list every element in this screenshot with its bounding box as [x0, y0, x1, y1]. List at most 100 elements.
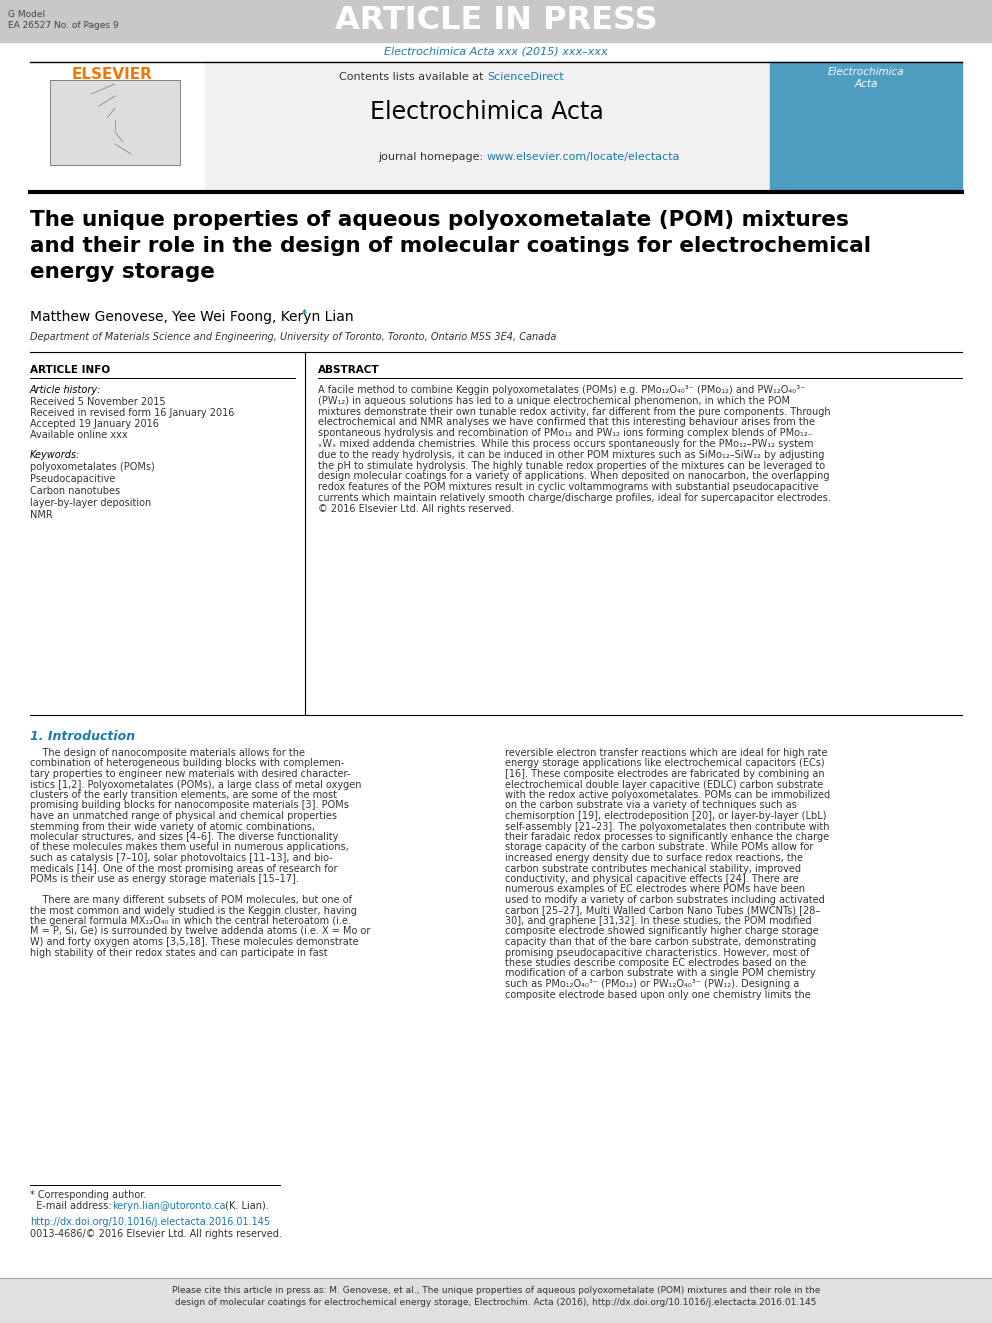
Text: these studies describe composite EC electrodes based on the: these studies describe composite EC elec…: [505, 958, 806, 968]
Text: Electrochimica Acta: Electrochimica Acta: [370, 101, 604, 124]
Text: combination of heterogeneous building blocks with complemen-: combination of heterogeneous building bl…: [30, 758, 344, 769]
Text: their faradaic redox processes to significantly enhance the charge: their faradaic redox processes to signif…: [505, 832, 829, 841]
Text: Carbon nanotubes: Carbon nanotubes: [30, 486, 120, 496]
Text: POMs is their use as energy storage materials [15–17].: POMs is their use as energy storage mate…: [30, 875, 299, 884]
Text: Department of Materials Science and Engineering, University of Toronto, Toronto,: Department of Materials Science and Engi…: [30, 332, 557, 343]
Text: have an unmatched range of physical and chemical properties: have an unmatched range of physical and …: [30, 811, 337, 822]
Text: with the redox active polyoxometalates. POMs can be immobilized: with the redox active polyoxometalates. …: [505, 790, 830, 800]
Bar: [0, 1278, 992, 1323]
Text: energy storage: energy storage: [30, 262, 215, 282]
Text: composite electrode showed significantly higher charge storage: composite electrode showed significantly…: [505, 926, 818, 937]
Text: such as catalysis [7–10], solar photovoltaics [11–13], and bio-: such as catalysis [7–10], solar photovol…: [30, 853, 332, 863]
Text: W) and forty oxygen atoms [3,5,18]. These molecules demonstrate: W) and forty oxygen atoms [3,5,18]. Thes…: [30, 937, 359, 947]
Text: energy storage applications like electrochemical capacitors (ECs): energy storage applications like electro…: [505, 758, 824, 769]
Text: storage capacity of the carbon substrate. While POMs allow for: storage capacity of the carbon substrate…: [505, 843, 813, 852]
Text: Available online xxx: Available online xxx: [30, 430, 128, 441]
Bar: [30, 62, 205, 192]
Text: capacity than that of the bare carbon substrate, demonstrating: capacity than that of the bare carbon su…: [505, 937, 816, 947]
Text: G Model: G Model: [8, 11, 45, 19]
Text: * Corresponding author.: * Corresponding author.: [30, 1189, 147, 1200]
Text: Accepted 19 January 2016: Accepted 19 January 2016: [30, 419, 159, 429]
Text: The unique properties of aqueous polyoxometalate (POM) mixtures: The unique properties of aqueous polyoxo…: [30, 210, 849, 230]
Text: The design of nanocomposite materials allows for the: The design of nanocomposite materials al…: [30, 747, 305, 758]
Text: chemisorption [19], electrodeposition [20], or layer-by-layer (LbL): chemisorption [19], electrodeposition [2…: [505, 811, 826, 822]
Text: mixtures demonstrate their own tunable redox activity, far different from the pu: mixtures demonstrate their own tunable r…: [318, 406, 830, 417]
Text: Contents lists available at: Contents lists available at: [339, 71, 487, 82]
Text: Received in revised form 16 January 2016: Received in revised form 16 January 2016: [30, 407, 234, 418]
Text: layer-by-layer deposition: layer-by-layer deposition: [30, 497, 151, 508]
Text: such as PMo₁₂O₄₀³⁻ (PMo₁₂) or PW₁₂O₄₀³⁻ (PW₁₂). Designing a: such as PMo₁₂O₄₀³⁻ (PMo₁₂) or PW₁₂O₄₀³⁻ …: [505, 979, 800, 990]
Text: A facile method to combine Keggin polyoxometalates (POMs) e.g. PMo₁₂O₄₀³⁻ (PMo₁₂: A facile method to combine Keggin polyox…: [318, 385, 806, 396]
Text: http://dx.doi.org/10.1016/j.electacta.2016.01.145: http://dx.doi.org/10.1016/j.electacta.20…: [30, 1217, 270, 1226]
Text: numerous examples of EC electrodes where POMs have been: numerous examples of EC electrodes where…: [505, 885, 805, 894]
Text: design of molecular coatings for electrochemical energy storage, Electrochim. Ac: design of molecular coatings for electro…: [176, 1298, 816, 1307]
Text: Matthew Genovese, Yee Wei Foong, Keryn Lian: Matthew Genovese, Yee Wei Foong, Keryn L…: [30, 310, 353, 324]
Text: ScienceDirect: ScienceDirect: [487, 71, 563, 82]
Text: EA 26527 No. of Pages 9: EA 26527 No. of Pages 9: [8, 21, 119, 30]
Text: tary properties to engineer new materials with desired character-: tary properties to engineer new material…: [30, 769, 350, 779]
Text: currents which maintain relatively smooth charge/discharge profiles, ideal for s: currents which maintain relatively smoot…: [318, 493, 830, 503]
Text: reversible electron transfer reactions which are ideal for high rate: reversible electron transfer reactions w…: [505, 747, 827, 758]
Text: Please cite this article in press as: M. Genovese, et al., The unique properties: Please cite this article in press as: M.…: [172, 1286, 820, 1295]
Text: molecular structures, and sizes [4–6]. The diverse functionality: molecular structures, and sizes [4–6]. T…: [30, 832, 338, 841]
Text: ARTICLE INFO: ARTICLE INFO: [30, 365, 110, 374]
Text: *: *: [302, 310, 307, 319]
Text: [16]. These composite electrodes are fabricated by combining an: [16]. These composite electrodes are fab…: [505, 769, 824, 779]
Text: used to modify a variety of carbon substrates including activated: used to modify a variety of carbon subst…: [505, 894, 824, 905]
Text: promising building blocks for nanocomposite materials [3]. POMs: promising building blocks for nanocompos…: [30, 800, 349, 811]
Text: There are many different subsets of POM molecules, but one of: There are many different subsets of POM …: [30, 894, 352, 905]
Text: ELSEVIER: ELSEVIER: [71, 67, 153, 82]
Text: modification of a carbon substrate with a single POM chemistry: modification of a carbon substrate with …: [505, 968, 815, 979]
Text: Article history:: Article history:: [30, 385, 101, 396]
Text: self-assembly [21–23]. The polyoxometalates then contribute with: self-assembly [21–23]. The polyoxometala…: [505, 822, 829, 831]
Text: journal homepage:: journal homepage:: [378, 152, 487, 161]
Text: design molecular coatings for a variety of applications. When deposited on nanoc: design molecular coatings for a variety …: [318, 471, 829, 482]
Text: Electrochimica Acta xxx (2015) xxx–xxx: Electrochimica Acta xxx (2015) xxx–xxx: [384, 48, 608, 57]
Text: medicals [14]. One of the most promising areas of research for: medicals [14]. One of the most promising…: [30, 864, 337, 873]
Text: polyoxometalates (POMs): polyoxometalates (POMs): [30, 462, 155, 472]
Bar: [205, 62, 770, 192]
Text: Acta: Acta: [854, 79, 878, 89]
Text: istics [1,2]. Polyoxometalates (POMs), a large class of metal oxygen: istics [1,2]. Polyoxometalates (POMs), a…: [30, 779, 361, 790]
Text: electrochemical double layer capacitive (EDLC) carbon substrate: electrochemical double layer capacitive …: [505, 779, 823, 790]
Text: (PW₁₂) in aqueous solutions has led to a unique electrochemical phenomenon, in w: (PW₁₂) in aqueous solutions has led to a…: [318, 396, 790, 406]
Text: electrochemical and NMR analyses we have confirmed that this interesting behavio: electrochemical and NMR analyses we have…: [318, 417, 815, 427]
Text: the general formula MX₁₂O₄₀ in which the central heteroatom (i.e.: the general formula MX₁₂O₄₀ in which the…: [30, 916, 351, 926]
Text: Electrochimica: Electrochimica: [827, 67, 905, 77]
Text: increased energy density due to surface redox reactions, the: increased energy density due to surface …: [505, 853, 803, 863]
Text: carbon substrate contributes mechanical stability, improved: carbon substrate contributes mechanical …: [505, 864, 801, 873]
Text: the most common and widely studied is the Keggin cluster, having: the most common and widely studied is th…: [30, 905, 357, 916]
Text: © 2016 Elsevier Ltd. All rights reserved.: © 2016 Elsevier Ltd. All rights reserved…: [318, 504, 514, 513]
Text: NMR: NMR: [30, 509, 53, 520]
Text: redox features of the POM mixtures result in cyclic voltammograms with substanti: redox features of the POM mixtures resul…: [318, 482, 818, 492]
Text: Keywords:: Keywords:: [30, 450, 80, 460]
Text: 1. Introduction: 1. Introduction: [30, 730, 135, 744]
Bar: [0, 0, 992, 42]
Text: E-mail address:: E-mail address:: [30, 1201, 115, 1211]
Text: the pH to stimulate hydrolysis. The highly tunable redox properties of the mixtu: the pH to stimulate hydrolysis. The high…: [318, 460, 825, 471]
Text: ABSTRACT: ABSTRACT: [318, 365, 380, 374]
Text: Received 5 November 2015: Received 5 November 2015: [30, 397, 166, 407]
Text: carbon [25–27], Multi Walled Carbon Nano Tubes (MWCNTs) [28–: carbon [25–27], Multi Walled Carbon Nano…: [505, 905, 820, 916]
Bar: [50, 79, 180, 165]
Text: M = P, Si, Ge) is surrounded by twelve addenda atoms (i.e. X = Mo or: M = P, Si, Ge) is surrounded by twelve a…: [30, 926, 370, 937]
Bar: [770, 62, 962, 192]
Text: keryn.lian@utoronto.ca: keryn.lian@utoronto.ca: [112, 1201, 225, 1211]
Text: of these molecules makes them useful in numerous applications,: of these molecules makes them useful in …: [30, 843, 349, 852]
Text: clusters of the early transition elements, are some of the most: clusters of the early transition element…: [30, 790, 337, 800]
Text: conductivity, and physical capacitive effects [24]. There are: conductivity, and physical capacitive ef…: [505, 875, 799, 884]
Text: www.elsevier.com/locate/electacta: www.elsevier.com/locate/electacta: [487, 152, 681, 161]
Text: high stability of their redox states and can participate in fast: high stability of their redox states and…: [30, 947, 327, 958]
Text: stemming from their wide variety of atomic combinations,: stemming from their wide variety of atom…: [30, 822, 315, 831]
Text: and their role in the design of molecular coatings for electrochemical: and their role in the design of molecula…: [30, 235, 871, 255]
Text: on the carbon substrate via a variety of techniques such as: on the carbon substrate via a variety of…: [505, 800, 797, 811]
Text: (K. Lian).: (K. Lian).: [222, 1201, 269, 1211]
Text: ARTICLE IN PRESS: ARTICLE IN PRESS: [334, 5, 658, 36]
Text: ₓWₓ mixed addenda chemistries. While this process occurs spontaneously for the P: ₓWₓ mixed addenda chemistries. While thi…: [318, 439, 813, 448]
Text: composite electrode based upon only one chemistry limits the: composite electrode based upon only one …: [505, 990, 810, 999]
Text: promising pseudocapacitive characteristics. However, most of: promising pseudocapacitive characteristi…: [505, 947, 809, 958]
Text: spontaneous hydrolysis and recombination of PMo₁₂ and PW₁₂ ions forming complex : spontaneous hydrolysis and recombination…: [318, 429, 812, 438]
Text: due to the ready hydrolysis, it can be induced in other POM mixtures such as SiM: due to the ready hydrolysis, it can be i…: [318, 450, 824, 460]
Text: 30], and graphene [31,32]. In these studies, the POM modified: 30], and graphene [31,32]. In these stud…: [505, 916, 811, 926]
Text: Pseudocapacitive: Pseudocapacitive: [30, 474, 115, 484]
